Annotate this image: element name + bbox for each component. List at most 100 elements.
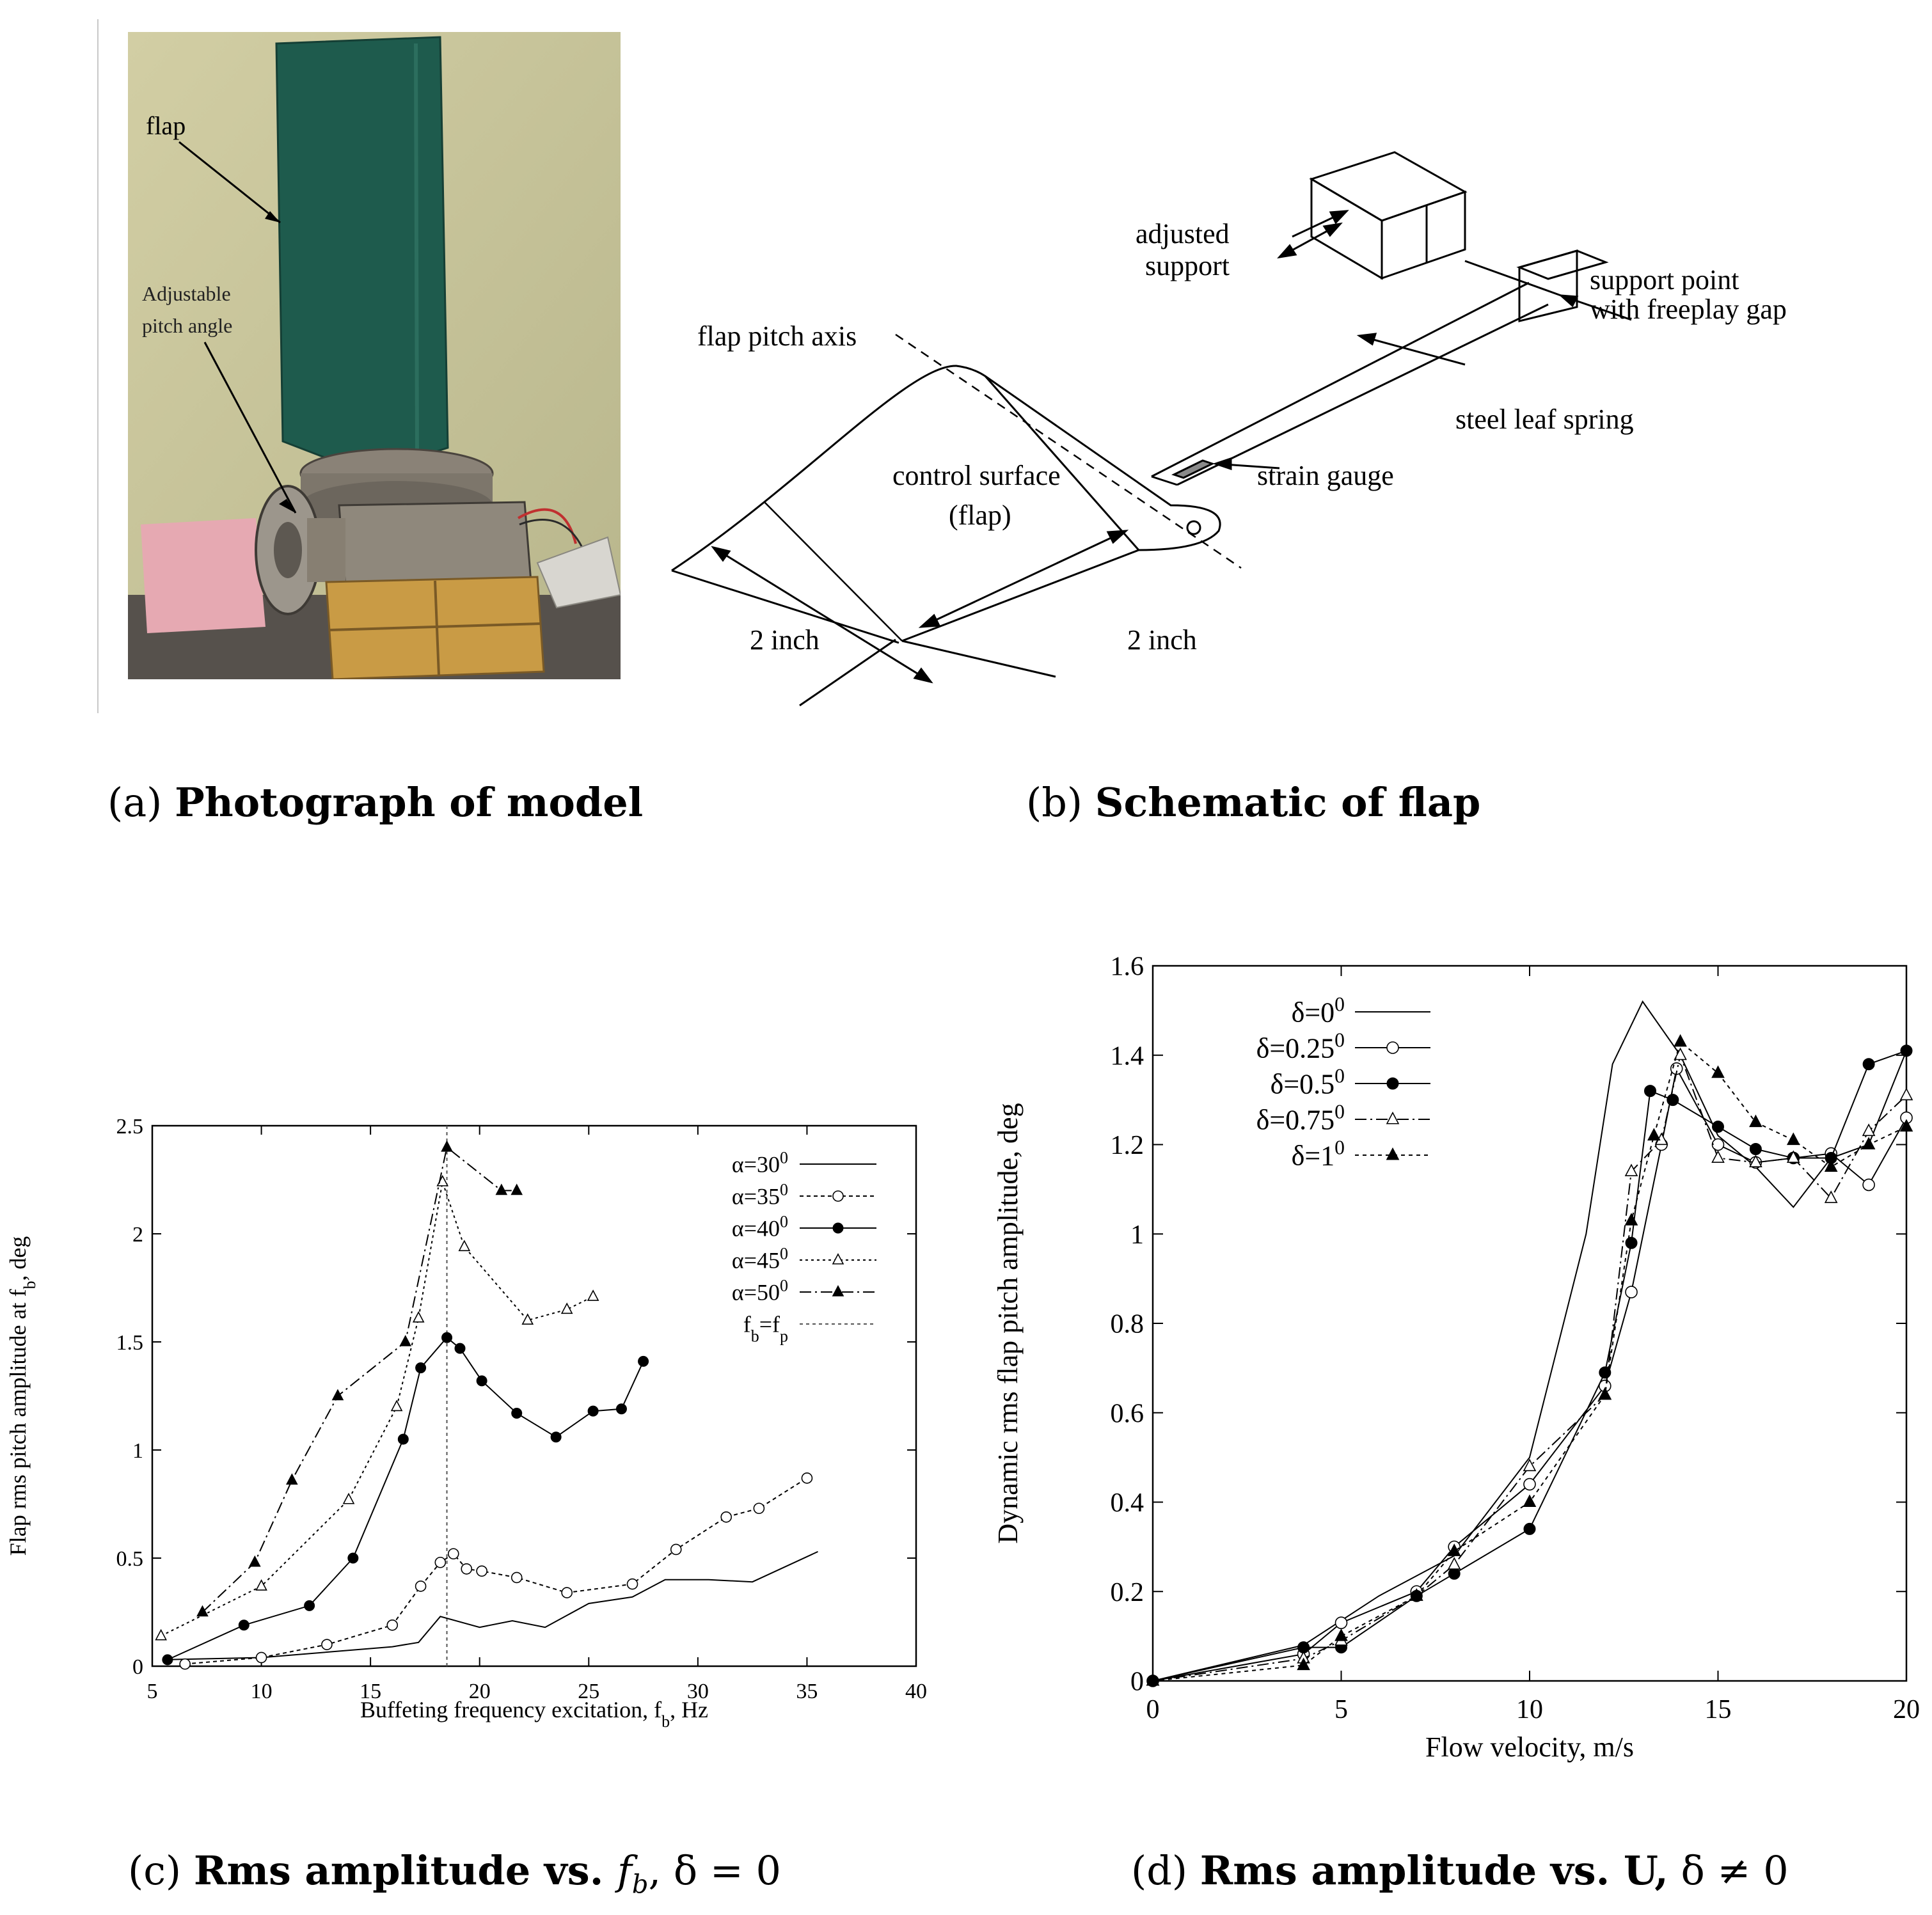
- data-point: [386, 1619, 399, 1631]
- data-point: [1647, 1128, 1661, 1141]
- data-point: [447, 1548, 459, 1560]
- data-point: [162, 1654, 173, 1666]
- data-point: [1862, 1137, 1876, 1150]
- data-point: [238, 1619, 249, 1631]
- data-point: [511, 1183, 523, 1195]
- series-line: [1152, 1053, 1907, 1682]
- flap-schematic: adjusted support support point with free…: [640, 115, 1894, 729]
- series-line: [1152, 1041, 1907, 1682]
- caption-a: (a) Photograph of model: [107, 779, 644, 826]
- photo-illustration: flap Adjustable pitch angle: [128, 32, 621, 679]
- label-support-point: support point: [1590, 264, 1739, 296]
- x-tick-label: 20: [1893, 1695, 1920, 1724]
- legend-label: α=450: [732, 1244, 788, 1273]
- series-line: [163, 1550, 818, 1660]
- series-line: [1152, 1066, 1907, 1682]
- data-point: [415, 1362, 427, 1374]
- y-tick-label: 0.8: [1111, 1310, 1144, 1339]
- photo-pitch-label-2: pitch angle: [142, 314, 232, 337]
- label-strain-gauge: strain gauge: [1257, 460, 1394, 491]
- y-tick-label: 0.5: [116, 1547, 144, 1571]
- data-point: [461, 1563, 473, 1575]
- photo-flap-label: flap: [146, 111, 186, 140]
- x-tick-label: 25: [578, 1680, 599, 1703]
- data-point: [1862, 1178, 1875, 1192]
- y-tick-label: 1.4: [1111, 1041, 1144, 1071]
- label-support: support: [1145, 250, 1230, 281]
- model-photograph: flap Adjustable pitch angle: [128, 32, 621, 679]
- data-point: [1824, 1190, 1838, 1203]
- data-point: [1711, 1150, 1725, 1163]
- x-tick-label: 35: [796, 1680, 818, 1703]
- legend-marker: [832, 1253, 844, 1265]
- data-point: [626, 1578, 638, 1590]
- legend-marker: [832, 1190, 844, 1202]
- x-tick-label: 5: [1334, 1695, 1348, 1724]
- data-point: [255, 1579, 267, 1591]
- series-line: [185, 1478, 807, 1665]
- x-tick-label: 10: [1516, 1695, 1543, 1724]
- data-point: [801, 1472, 813, 1484]
- data-point: [1643, 1085, 1656, 1098]
- y-tick-label: 0.2: [1111, 1578, 1144, 1607]
- x-tick-label: 0: [1146, 1695, 1160, 1724]
- series-1: [179, 1472, 813, 1670]
- caption-d: (d) Rms amplitude vs. U, δ ≠ 0: [1131, 1847, 1789, 1894]
- data-point: [753, 1502, 765, 1515]
- data-point: [1448, 1567, 1461, 1580]
- data-point: [441, 1140, 453, 1152]
- series-0: [1152, 1000, 1907, 1682]
- x-tick-label: 10: [251, 1680, 273, 1703]
- legend-marker: [1386, 1041, 1399, 1054]
- chart-rms-vs-velocity: 0 5 10 15 20 0 0.2 0.4 0.6 0.8 1 1.2 1.4 1.6 Flow velo…: [979, 927, 1932, 1785]
- series-4: [1146, 1034, 1913, 1686]
- data-point: [397, 1433, 409, 1445]
- data-point: [1624, 1213, 1638, 1225]
- x-axis-label: Flow velocity, m/s: [1425, 1731, 1634, 1763]
- data-point: [1598, 1387, 1612, 1400]
- series-line: [167, 1336, 644, 1660]
- data-point: [1146, 1673, 1160, 1686]
- data-point: [495, 1183, 508, 1195]
- y-tick-label: 1: [1130, 1220, 1144, 1250]
- y-tick-label: 0: [1130, 1667, 1144, 1697]
- data-point: [670, 1543, 682, 1556]
- y-tick-label: 2: [132, 1223, 143, 1247]
- data-point: [434, 1556, 447, 1568]
- data-point: [1523, 1478, 1536, 1491]
- data-point: [1625, 1286, 1638, 1298]
- label-leaf-spring: steel leaf spring: [1455, 404, 1634, 435]
- label-pitch-axis: flap pitch axis: [697, 320, 857, 352]
- data-point: [286, 1473, 298, 1485]
- data-point: [412, 1311, 425, 1323]
- data-point: [255, 1651, 267, 1664]
- data-point: [304, 1600, 315, 1611]
- series-4: [196, 1140, 523, 1617]
- chart-rms-vs-frequency: 5 10 15 20 25 30 35 40 0 0.5 1 1.5 2 2.5 Buffeting fre…: [0, 1087, 947, 1740]
- data-point: [179, 1658, 191, 1670]
- x-tick-label: 30: [687, 1680, 709, 1703]
- legend-label: α=350: [732, 1180, 788, 1210]
- data-point: [561, 1587, 573, 1598]
- photo-housing: [338, 501, 532, 590]
- data-point: [1862, 1123, 1876, 1137]
- label-flap-paren: (flap): [949, 500, 1011, 531]
- series-line: [1152, 1000, 1907, 1682]
- data-point: [1749, 1114, 1762, 1128]
- data-point: [511, 1572, 523, 1584]
- legend-marker: [832, 1285, 844, 1296]
- series-line: [161, 1181, 594, 1637]
- data-point: [1711, 1138, 1725, 1151]
- data-point: [458, 1240, 471, 1252]
- y-axis-label: Dynamic rms flap pitch amplitude, deg: [992, 1103, 1024, 1543]
- legend-marker: [1386, 1147, 1400, 1160]
- data-point: [615, 1403, 627, 1415]
- data-point: [587, 1405, 599, 1417]
- x-tick-label: 20: [469, 1680, 491, 1703]
- y-axis-label: Flap rms pitch amplitude at fb, deg: [5, 1236, 39, 1556]
- photo-pitch-label-1: Adjustable: [142, 282, 231, 305]
- label-control-surface: control surface: [892, 460, 1061, 491]
- legend-marker: [1386, 1111, 1400, 1124]
- data-point: [1523, 1494, 1537, 1508]
- x-tick-label: 15: [1705, 1695, 1732, 1724]
